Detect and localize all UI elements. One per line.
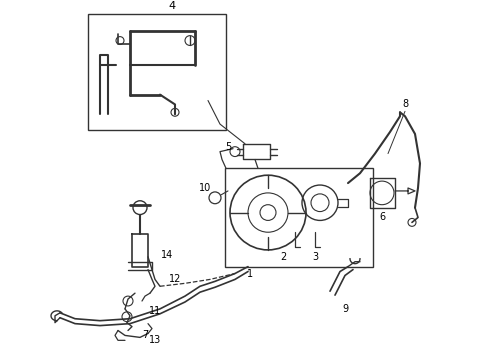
Text: 10: 10 [199,183,211,193]
Text: 2: 2 [280,252,286,262]
Text: 7: 7 [142,330,148,341]
Text: 11: 11 [149,306,161,316]
Text: 4: 4 [169,1,175,11]
Text: 12: 12 [169,274,181,284]
Text: 14: 14 [161,250,173,260]
Text: 9: 9 [342,304,348,314]
Text: 3: 3 [312,252,318,262]
Text: 5: 5 [225,142,231,152]
Bar [88,14,226,130]
Text: 1: 1 [247,270,253,279]
Bar [225,168,373,267]
Text: 6: 6 [379,212,385,222]
Text: 8: 8 [402,99,408,109]
Text: 13: 13 [149,336,161,345]
